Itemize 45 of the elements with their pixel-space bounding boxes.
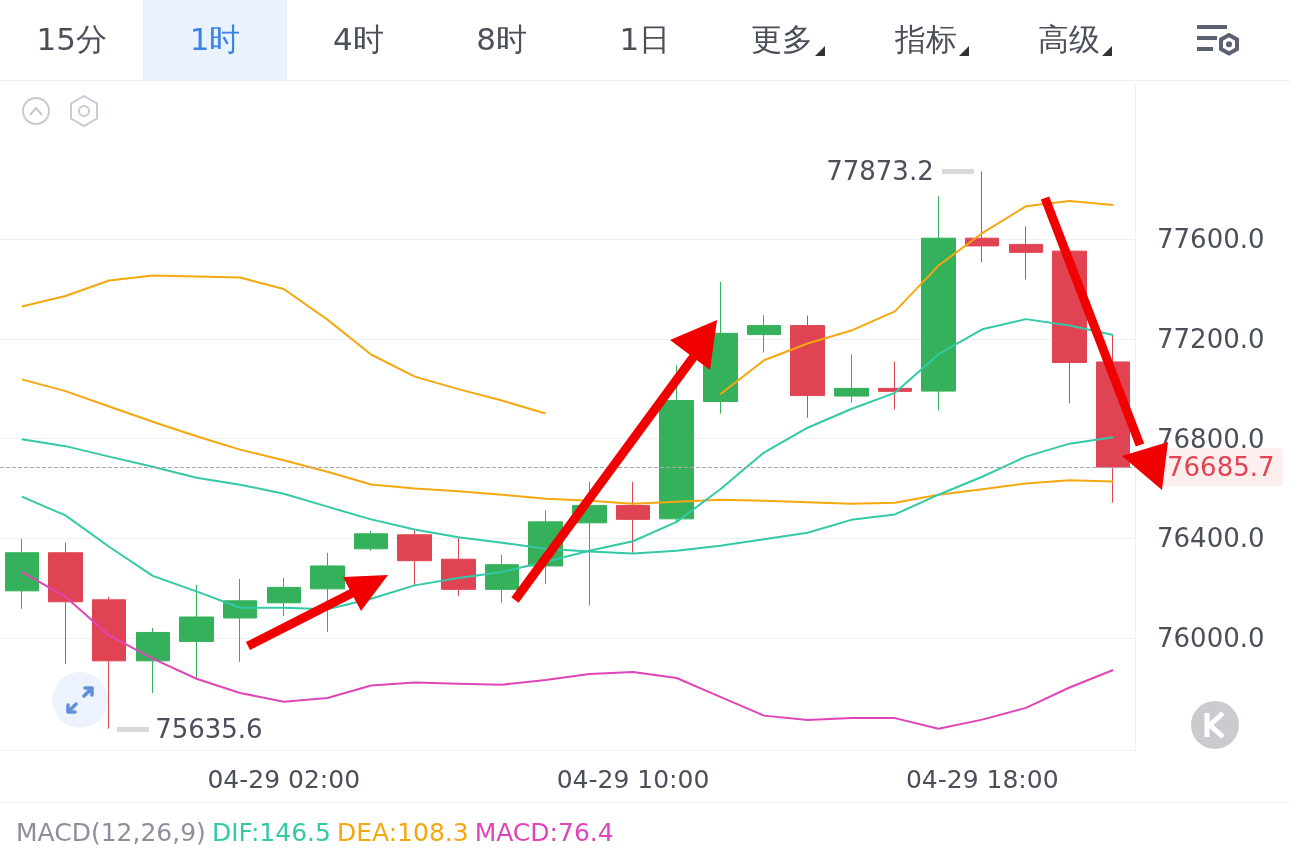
candlestick (485, 554, 519, 604)
candlestick (747, 314, 781, 353)
candlestick (878, 360, 912, 411)
candlestick (5, 538, 39, 610)
y-tick-label: 77200.0 (1157, 324, 1265, 355)
candlestick (310, 552, 345, 633)
x-tick-label: 04-29 18:00 (905, 765, 1059, 794)
candlestick (1009, 225, 1043, 281)
candlestick (659, 364, 694, 523)
candlestick (921, 195, 956, 411)
text: 8时 (475, 20, 528, 59)
text: 高级 (1036, 20, 1101, 59)
text: MACD(12,26,9) (16, 818, 206, 847)
candlestick (92, 596, 126, 730)
ref-line-label: 76685.7 (1167, 452, 1275, 483)
candlestick (267, 577, 301, 617)
candlestick (965, 170, 999, 263)
text: 15分 (35, 20, 108, 59)
annotation: 75635.6 (155, 713, 263, 744)
text: MACD:76.4 (474, 818, 614, 847)
candlestick (397, 530, 432, 587)
text: 1时 (143, 0, 287, 80)
text: 4时 (331, 20, 385, 59)
line-series (20, 378, 1115, 505)
candlestick (48, 542, 83, 665)
x-tick-label: 04-29 10:00 (556, 765, 710, 794)
candlestick (441, 536, 476, 597)
candlestick (354, 530, 388, 552)
text: DEA:108.3 (336, 818, 469, 847)
text: DIF:146.5 (211, 818, 331, 847)
text: 更多 (750, 20, 815, 59)
candlestick (136, 627, 170, 694)
x-tick-label: 04-29 02:00 (207, 765, 361, 794)
candlestick (790, 315, 825, 419)
line-series (20, 318, 1115, 611)
text: 指标 (893, 20, 958, 59)
candlestick (179, 584, 214, 680)
text: 1日 (618, 20, 672, 59)
candlestick (616, 481, 650, 554)
annotation: 77873.2 (826, 156, 934, 187)
y-tick-label: 77600.0 (1157, 224, 1265, 255)
y-tick-label: 76000.0 (1157, 622, 1265, 653)
candlestick (834, 353, 869, 404)
y-tick-label: 76800.0 (1157, 423, 1265, 454)
y-tick-label: 76400.0 (1157, 523, 1265, 554)
